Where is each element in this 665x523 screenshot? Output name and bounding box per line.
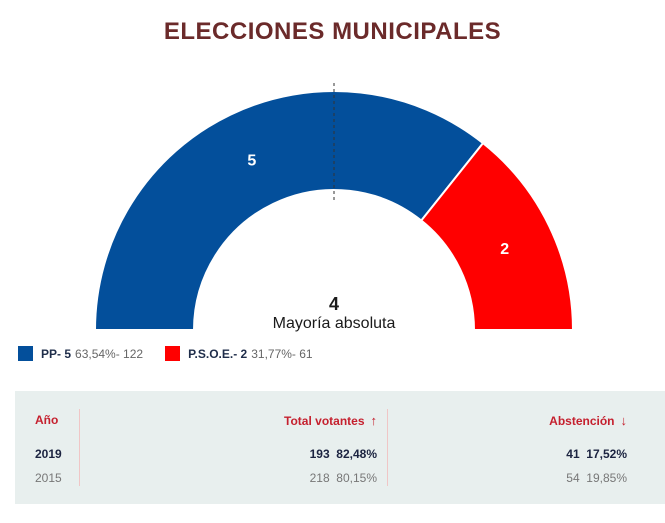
row-2015-total-count: 218	[309, 471, 330, 485]
header-abstention: Abstención ↓	[549, 413, 627, 428]
seat-segment-pp	[93, 90, 485, 331]
header-total-voters-label: Total votantes	[284, 414, 365, 428]
row-2015-abst-pct: 19,85%	[586, 471, 627, 485]
legend-item-pp: PP- 5 63,54%- 122	[18, 346, 143, 361]
column-divider	[387, 409, 388, 486]
legend-label-pp: PP- 5	[41, 346, 72, 361]
row-2019-year: 2019	[35, 447, 62, 461]
legend: PP- 5 63,54%- 122 P.S.O.E.- 2 31,77%- 61	[18, 346, 335, 361]
row-2019-abst-pct: 17,52%	[586, 447, 627, 461]
legend-detail-pp: 63,54%- 122	[75, 346, 144, 361]
row-2019-abst-count: 41	[566, 447, 580, 461]
header-year: Año	[35, 413, 59, 427]
majority-seats: 4	[328, 294, 339, 314]
row-2015-year: 2015	[35, 471, 62, 485]
arrow-up-icon: ↑	[370, 413, 378, 428]
legend-item-psoe: P.S.O.E.- 2 31,77%- 61	[165, 346, 313, 361]
row-2015-abst-count: 54	[566, 471, 580, 485]
legend-detail-psoe: 31,77%- 61	[251, 346, 313, 361]
legend-swatch-pp	[18, 346, 33, 361]
seat-label-psoe: 2	[500, 241, 509, 258]
legend-label-psoe: P.S.O.E.- 2	[188, 346, 248, 361]
row-2015-total-pct: 80,15%	[336, 471, 377, 485]
row-2019-total-pct: 82,48%	[336, 447, 377, 461]
header-abstention-label: Abstención	[549, 414, 615, 428]
turnout-table: Año Total votantes ↑ Abstención ↓ 2019 193…	[15, 391, 665, 504]
seat-label-pp: 5	[247, 152, 256, 169]
majority-label: Mayoría absoluta	[272, 315, 396, 332]
hemicycle-chart: 52	[93, 83, 575, 331]
header-total-voters: Total votantes ↑	[284, 413, 377, 428]
arrow-down-icon: ↓	[620, 413, 628, 428]
majority-indicator: 4 Mayoría absoluta	[234, 294, 434, 334]
row-2019-total: 193 82,48%	[310, 447, 377, 461]
row-2019-abstention: 41 17,52%	[566, 447, 627, 461]
row-2015-total: 218 80,15%	[310, 471, 377, 485]
legend-swatch-psoe	[165, 346, 181, 361]
page-title: ELECCIONES MUNICIPALES	[163, 18, 502, 45]
seat-segment-psoe	[419, 141, 575, 331]
column-divider	[79, 409, 80, 486]
row-2015-abstention: 54 19,85%	[566, 471, 627, 485]
row-2019-total-count: 193	[309, 447, 330, 461]
